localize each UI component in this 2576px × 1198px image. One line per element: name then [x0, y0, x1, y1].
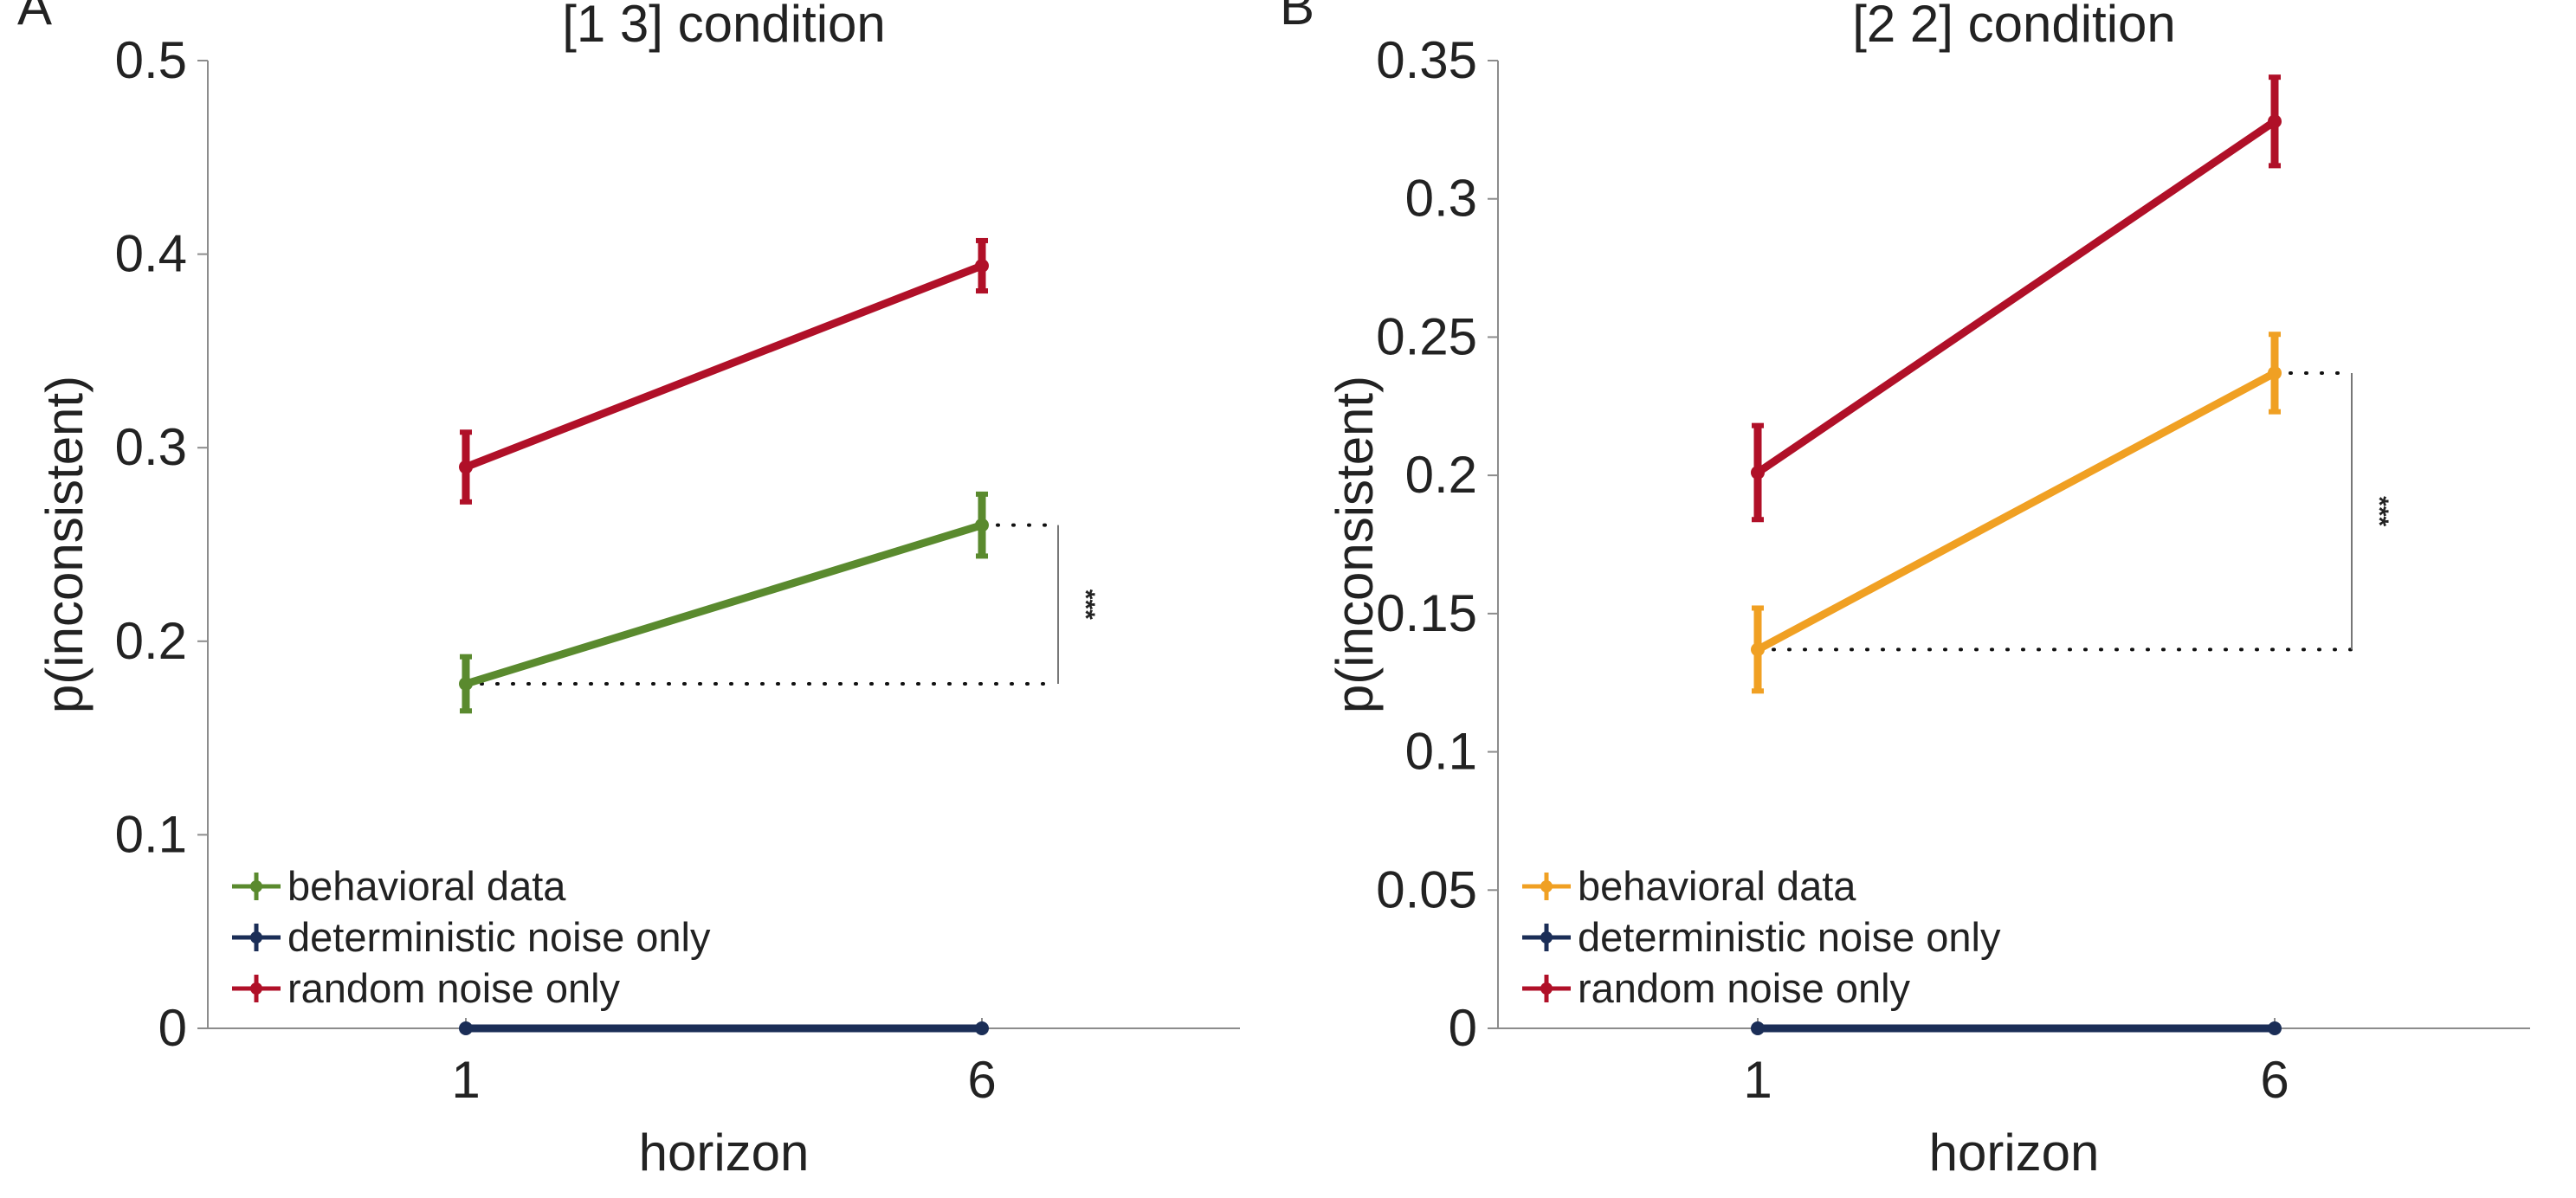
y-tick-label: 0.4: [115, 225, 187, 283]
y-tick-label: 0: [158, 999, 187, 1057]
legend-marker-point: [250, 982, 262, 995]
data-point: [2268, 114, 2282, 129]
y-axis-title: p(inconsistent): [36, 376, 94, 713]
y-tick-label: 0: [1449, 999, 1477, 1057]
data-point: [975, 1021, 989, 1035]
data-point: [459, 1021, 473, 1035]
y-tick-label: 0.25: [1376, 307, 1477, 365]
series-2: [459, 237, 989, 505]
data-point: [1751, 642, 1765, 657]
x-tick-label: 6: [2260, 1051, 2289, 1109]
panel-letter: A: [17, 0, 52, 35]
legend-label: deterministic noise only: [287, 914, 711, 960]
legend-label: deterministic noise only: [1578, 914, 2001, 960]
series-1: [1751, 1021, 2282, 1035]
y-tick-label: 0.1: [1405, 723, 1477, 781]
x-axis-title: horizon: [639, 1124, 810, 1182]
y-tick-label: 0.3: [1405, 170, 1477, 228]
legend-label: behavioral data: [1578, 863, 1856, 909]
series-0: [1751, 332, 2282, 694]
significance-label: ***: [2365, 496, 2393, 526]
data-point: [459, 676, 473, 691]
legend-marker-point: [250, 880, 262, 892]
legend-label: random noise only: [287, 965, 621, 1011]
data-point: [1751, 1021, 1765, 1035]
series-2: [1751, 74, 2282, 523]
legend-label: behavioral data: [287, 863, 566, 909]
series-line: [1753, 117, 2279, 477]
data-point: [2268, 365, 2282, 380]
series-line: [462, 261, 986, 472]
data-point: [1751, 465, 1765, 480]
panel-letter: B: [1280, 0, 1314, 35]
y-tick-label: 0.35: [1376, 31, 1477, 89]
legend: behavioral data deterministic noise only r…: [1522, 863, 2001, 1011]
x-axis-title: horizon: [1929, 1124, 2100, 1182]
legend-marker-point: [1540, 880, 1553, 892]
data-point: [975, 518, 989, 532]
x-tick-label: 1: [451, 1051, 480, 1109]
legend-marker-point: [250, 931, 262, 944]
legend: behavioral data deterministic noise only r…: [232, 863, 711, 1011]
x-tick-label: 1: [1743, 1051, 1772, 1109]
series-line: [1753, 369, 2279, 654]
chart-panel-1: A [1 3] condition 0 0.1 0.2 0.3 0.4 0.5 1 6 horizo…: [17, 0, 1240, 1182]
y-tick-label: 0.5: [115, 31, 187, 89]
series-1: [459, 1021, 989, 1035]
series-0: [459, 491, 989, 714]
chart-title: [2 2] condition: [1852, 0, 2176, 53]
y-tick-label: 0.3: [115, 418, 187, 476]
x-tick-label: 6: [967, 1051, 996, 1109]
y-tick-label: 0.05: [1376, 860, 1477, 918]
significance-label: ***: [1071, 589, 1100, 620]
y-tick-label: 0.15: [1376, 584, 1477, 642]
y-tick-label: 0.2: [1405, 446, 1477, 504]
legend-marker-point: [1540, 982, 1553, 995]
data-point: [2268, 1021, 2282, 1035]
data-point: [459, 460, 473, 474]
series-line: [462, 521, 986, 688]
chart-title: [1 3] condition: [562, 0, 886, 53]
chart-panel-2: B [2 2] condition 0 0.05 0.1 0.15 0.2 0.25 0.3 0.…: [1280, 0, 2530, 1182]
y-axis-title: p(inconsistent): [1326, 376, 1384, 713]
y-tick-label: 0.2: [115, 612, 187, 670]
y-tick-label: 0.1: [115, 805, 187, 863]
legend-label: random noise only: [1578, 965, 1911, 1011]
data-point: [975, 259, 989, 274]
legend-marker-point: [1540, 931, 1553, 944]
